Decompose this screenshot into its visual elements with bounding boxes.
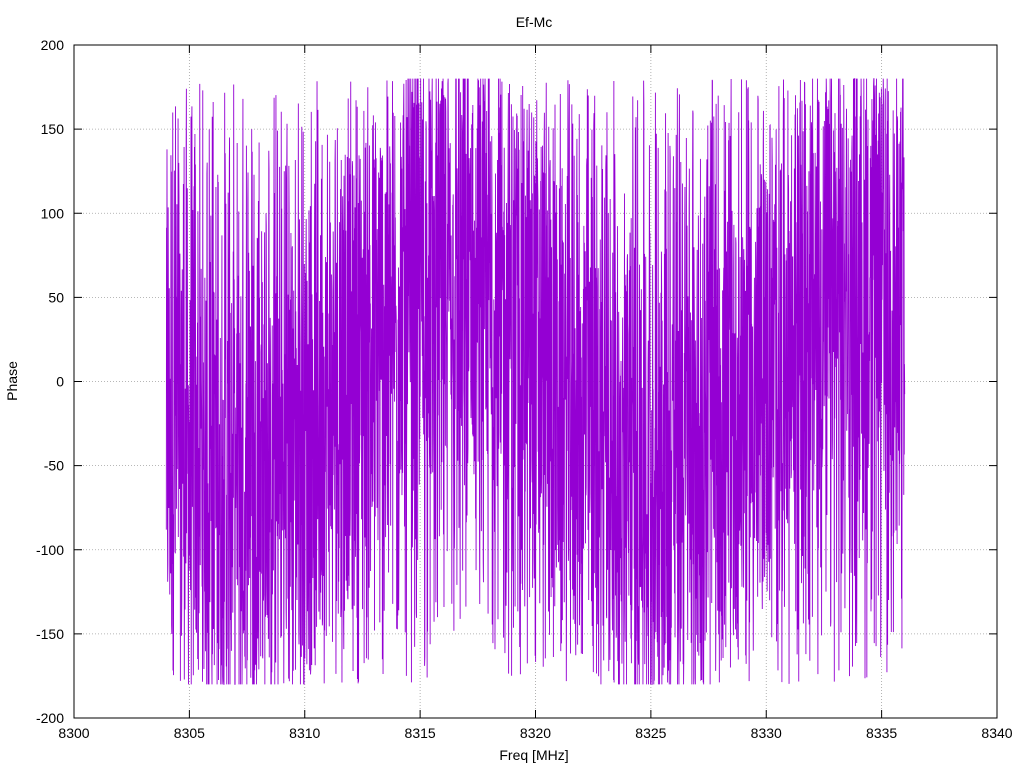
y-tick-label: -50 xyxy=(44,458,64,474)
y-tick-label: -100 xyxy=(36,542,64,558)
x-tick-label: 8325 xyxy=(635,725,666,741)
x-tick-label: 8315 xyxy=(405,725,436,741)
y-axis-label: Phase xyxy=(4,361,20,401)
phase-series-line xyxy=(165,78,906,685)
x-tick-label: 8320 xyxy=(520,725,551,741)
y-tick-label: 0 xyxy=(56,374,64,390)
y-tick-label: 100 xyxy=(41,205,65,221)
y-tick-label: -150 xyxy=(36,626,64,642)
data-series xyxy=(165,78,906,685)
y-tick-label: 200 xyxy=(41,37,65,53)
x-tick-label: 8335 xyxy=(866,725,897,741)
axes xyxy=(73,44,998,719)
x-tick-label: 8340 xyxy=(981,725,1012,741)
tick-labels: 8300 8305 8310 8315 8320 8325 8330 8335 8340 -200… xyxy=(36,37,1013,741)
x-tick-label: 8330 xyxy=(751,725,782,741)
y-tick-label: 50 xyxy=(48,289,64,305)
x-tick-label: 8305 xyxy=(174,725,205,741)
chart-title: Ef-Mc xyxy=(516,14,553,30)
x-tick-label: 8300 xyxy=(58,725,89,741)
x-axis-label: Freq [MHz] xyxy=(499,747,568,763)
y-tick-label: -200 xyxy=(36,710,64,726)
x-tick-label: 8310 xyxy=(289,725,320,741)
y-tick-label: 150 xyxy=(41,121,65,137)
